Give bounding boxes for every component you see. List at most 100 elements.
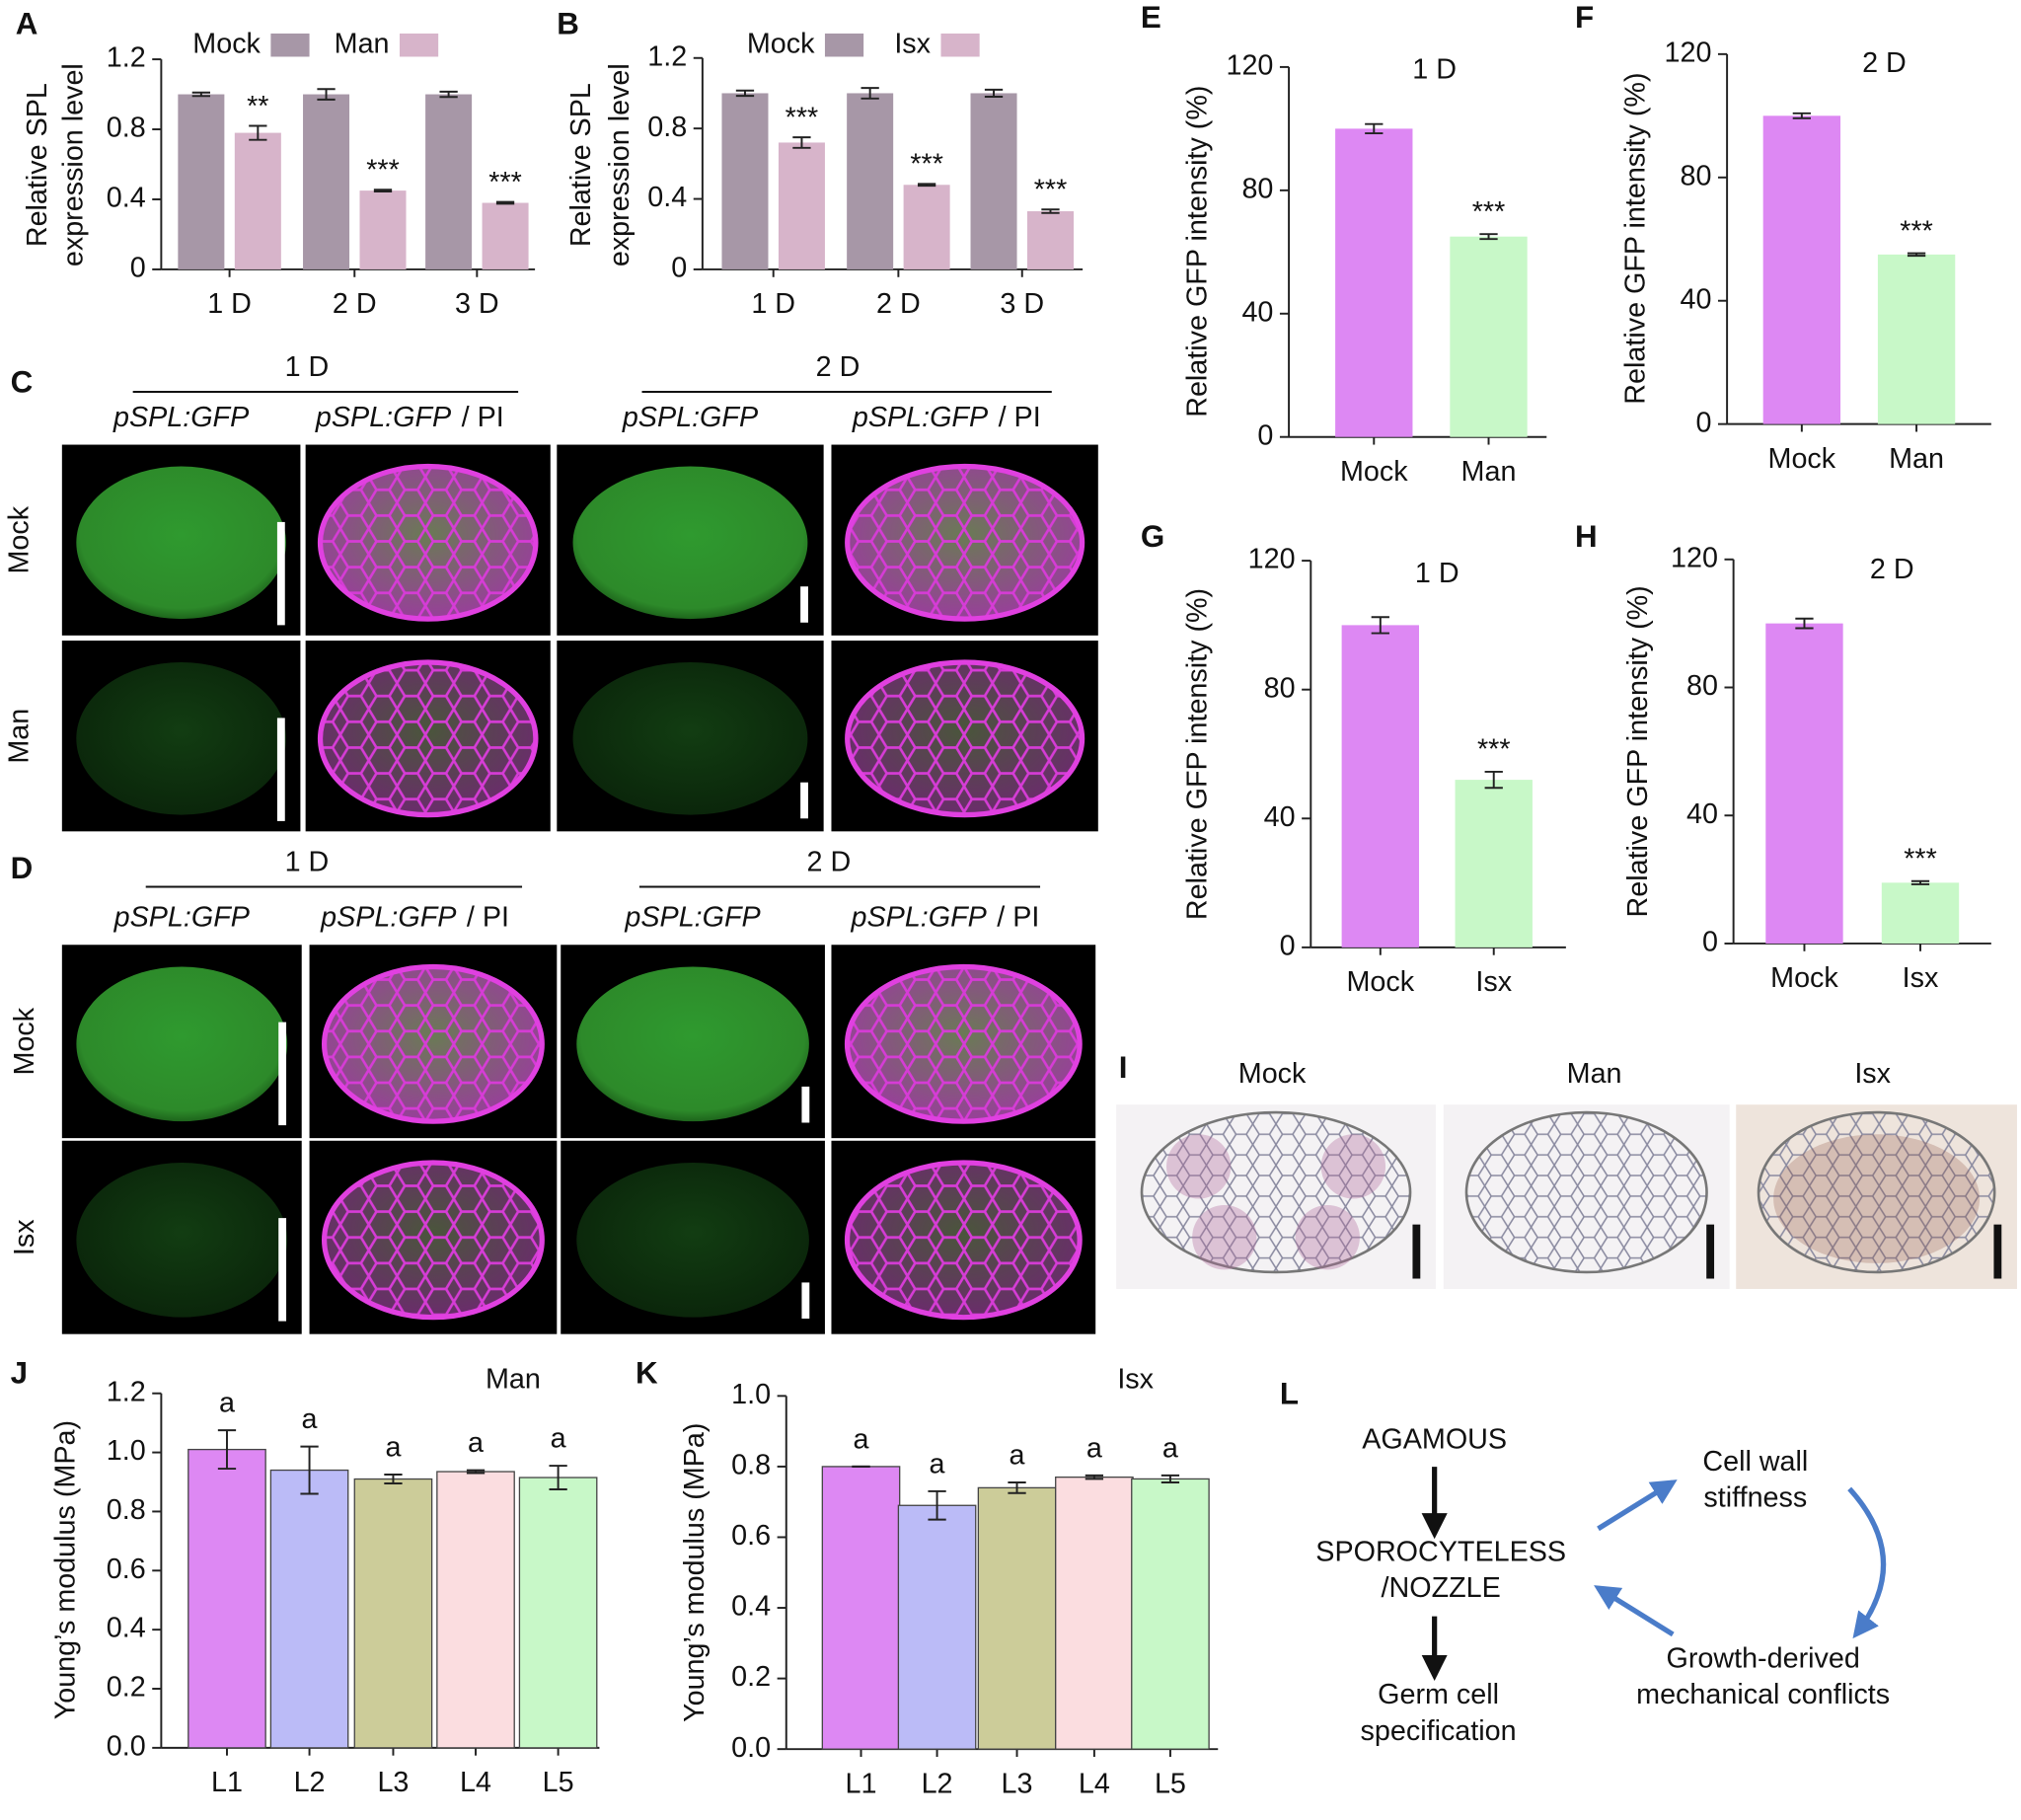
bar [1762,115,1841,424]
panel-letter: H [1575,519,1598,554]
y-tick-label: 80 [1686,670,1718,702]
y-tick-label: 0.4 [107,1613,146,1644]
panel-letter: J [11,1356,28,1391]
panel-letter: D [11,851,34,885]
anther-image [76,661,286,815]
column-label: Isx [1854,1058,1891,1090]
y-axis-label: expression level [604,63,636,266]
significance: *** [1904,843,1937,874]
y-axis-label: Relative SPL [22,83,53,247]
legend-swatch [270,33,310,57]
row-label: Mock [9,1007,40,1075]
cell-walls [844,1160,1083,1321]
bar [482,202,529,269]
x-tick-label: L5 [543,1767,574,1798]
bar [778,142,825,269]
x-tick-label: Mock [1770,962,1838,994]
error-bar [1371,616,1389,635]
significance: a [930,1448,945,1479]
bar [1877,254,1956,424]
scale-bar [800,586,808,623]
bar [1881,882,1960,944]
y-tick-label: 0.4 [107,183,146,214]
error-bar [384,1474,403,1484]
cell-walls [321,1160,545,1321]
bar [518,1477,598,1749]
stain [1773,1134,1981,1263]
panel-letter: F [1575,0,1594,35]
bar [436,1471,515,1749]
stain [1166,1134,1232,1199]
scale-bar [801,1086,810,1123]
arrow [1594,1585,1675,1637]
bar [1131,1478,1210,1750]
error-bar [984,88,1004,99]
stain [1295,1205,1360,1270]
x-tick-label: L4 [460,1767,491,1798]
y-tick-label: 120 [1226,50,1273,82]
legend-swatch [940,33,980,57]
column-label: pSPL:GFP [112,402,249,433]
significance: *** [1472,196,1506,228]
panel-letter: G [1141,519,1164,554]
significance: a [551,1423,566,1455]
legend-label: Mock [747,28,815,59]
significance: a [1010,1439,1025,1471]
column-label: / PI [462,402,504,433]
error-bar [928,1489,946,1521]
bar [821,1466,901,1750]
x-tick-label: 2 D [333,288,377,320]
chart-title: 1 D [1415,558,1460,589]
significance: *** [786,102,819,133]
anther-image [76,466,286,620]
y-tick-label: 1.2 [647,40,687,72]
y-tick-label: 0 [1280,930,1296,961]
anther-image [576,966,809,1122]
y-tick-label: 80 [1241,173,1273,204]
day-label: 2 D [807,847,852,878]
bar [1450,236,1528,437]
significance: a [219,1388,235,1419]
bar [1026,211,1074,269]
panel-letter: E [1141,0,1161,35]
x-tick-label: L5 [1155,1768,1186,1799]
anther-image [76,1162,288,1318]
significance: *** [910,149,943,181]
y-axis-label: Young’s modulus (MPa) [50,1420,82,1719]
y-tick-label: 40 [1686,798,1718,830]
error-bar [1795,617,1814,630]
y-axis-label: Relative GFP intensity (%) [1181,588,1213,920]
scale-bar [278,1218,287,1322]
significance: a [385,1432,401,1464]
bar [353,1478,433,1749]
x-tick-label: Man [1889,443,1944,475]
error-bar [373,189,393,192]
anther-image [576,1162,809,1318]
y-tick-label: 0.0 [731,1732,771,1764]
x-tick-label: 3 D [455,288,499,320]
y-tick-label: 120 [1665,37,1712,68]
section-image [1464,1110,1708,1274]
row-label: Mock [4,505,36,573]
error-bar [1479,233,1498,241]
y-tick-label: 0.8 [107,1494,146,1526]
significance: *** [488,167,522,198]
y-tick-label: 0.6 [731,1520,771,1552]
column-label: pSPL:GFP [113,902,250,934]
day-label: 1 D [285,847,330,878]
y-axis-label: Relative SPL [565,83,597,247]
y-tick-label: 40 [1680,283,1711,315]
x-tick-label: Mock [1340,456,1408,488]
error-bar [439,90,458,99]
column-label: Mock [1238,1058,1307,1090]
cell-walls [844,963,1083,1124]
bar [187,1448,266,1749]
chart-title: 2 D [1862,47,1907,79]
stain [1320,1134,1386,1199]
bar [425,94,473,269]
row-label: Man [4,709,36,764]
y-tick-label: 0 [671,253,687,284]
scale-bar [276,521,285,626]
section-image [1757,1110,1996,1274]
legend-swatch [399,33,439,57]
